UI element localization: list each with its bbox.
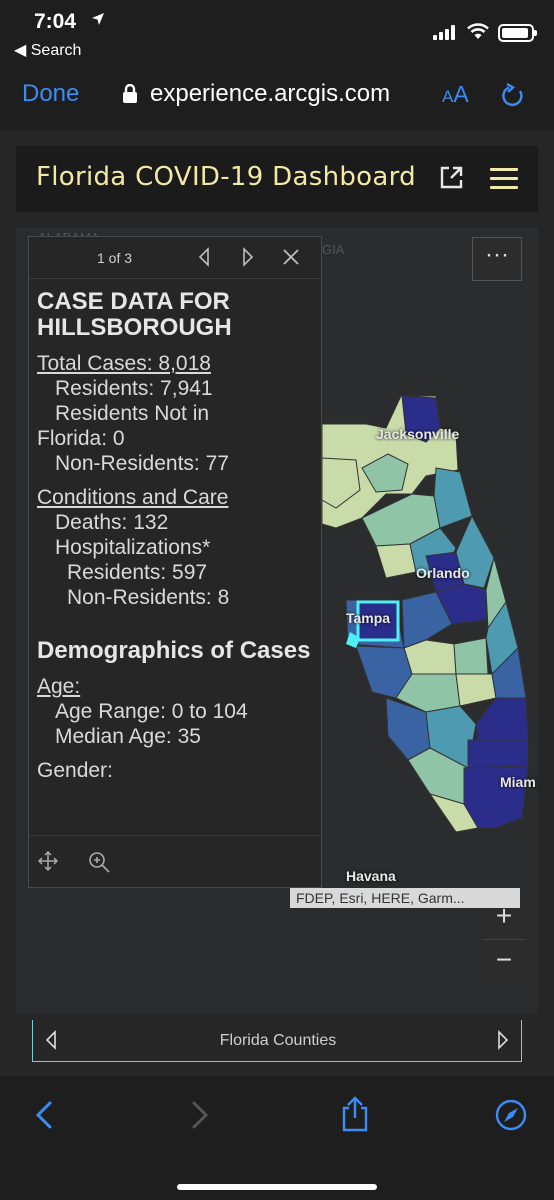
residents-not-in: Residents Not in [55, 402, 210, 425]
compass-icon[interactable] [494, 1098, 528, 1137]
age-heading: Age: [37, 675, 81, 698]
hosp-non-residents: Non-Residents: 8 [67, 586, 230, 609]
previous-feature-icon[interactable] [197, 247, 211, 272]
share-icon[interactable] [340, 1096, 370, 1137]
close-icon[interactable] [281, 247, 301, 272]
more-options-button[interactable]: ··· [472, 237, 522, 281]
gender-heading: Gender: [37, 759, 113, 782]
city-label-havana: Havana [346, 868, 396, 884]
florida-count: Florida: 0 [37, 427, 125, 450]
feature-popup: 1 of 3 CASE DATA FOR HILLSBOROUGH Total … [28, 236, 322, 888]
status-bar: 7:04 ◀ Search [0, 0, 554, 66]
back-icon[interactable] [34, 1100, 54, 1135]
median-age: Median Age: 35 [55, 725, 201, 748]
city-label-orlando: Orlando [416, 565, 470, 581]
city-label-jacksonville: Jacksonville [376, 426, 460, 442]
location-arrow-icon [91, 12, 105, 31]
popup-footer [29, 835, 321, 887]
dashboard-title: Florida COVID-19 Dashboard [36, 162, 416, 192]
home-indicator [177, 1184, 377, 1190]
layer-selector-bar[interactable]: Florida Counties [32, 1020, 522, 1062]
residents: Residents: 7,941 [55, 377, 213, 400]
done-button[interactable]: Done [22, 80, 80, 107]
next-layer-icon[interactable] [497, 1030, 509, 1055]
text-size-button[interactable]: AA [442, 81, 469, 108]
menu-icon[interactable] [490, 164, 520, 194]
battery-icon [498, 24, 537, 42]
popup-heading: CASE DATA FOR HILLSBOROUGH [37, 289, 232, 341]
clock: 7:04 [34, 10, 77, 33]
popup-content[interactable]: CASE DATA FOR HILLSBOROUGH Total Cases: … [37, 289, 315, 825]
map-attribution[interactable]: FDEP, Esri, HERE, Garm... [290, 888, 520, 908]
text-size-large-label: A [453, 81, 469, 107]
wifi-icon [466, 22, 490, 45]
total-cases: Total Cases: 8,018 [37, 352, 211, 375]
previous-layer-icon[interactable] [45, 1030, 57, 1055]
back-to-search[interactable]: ◀ Search [14, 42, 82, 59]
url-field[interactable]: experience.arcgis.com [150, 80, 391, 107]
conditions-heading: Conditions and Care [37, 486, 229, 509]
text-size-small-label: A [442, 87, 454, 106]
reload-icon[interactable] [500, 82, 526, 115]
popup-header: 1 of 3 [29, 237, 321, 279]
city-label-miami: Miam [500, 774, 536, 790]
next-feature-icon[interactable] [241, 247, 255, 272]
cellular-signal-icon [433, 24, 459, 40]
hosp-residents: Residents: 597 [67, 561, 208, 584]
map-label-georgia: GIA [322, 242, 345, 257]
zoom-out-button[interactable]: − [482, 940, 526, 984]
open-external-icon[interactable] [438, 165, 464, 196]
deaths: Deaths: 132 [55, 511, 169, 534]
layer-selector: Florida Counties [16, 1016, 538, 1076]
dashboard-page: Florida COVID-19 Dashboard ALABAMA GIA [0, 130, 554, 1076]
age-range: Age Range: 0 to 104 [55, 700, 248, 723]
demographics-heading: Demographics of Cases [37, 637, 311, 664]
forward-icon[interactable] [190, 1100, 210, 1135]
pan-icon[interactable] [37, 850, 59, 877]
lock-icon [122, 83, 138, 109]
non-residents: Non-Residents: 77 [55, 452, 229, 475]
popup-pager: 1 of 3 [97, 250, 133, 266]
city-label-tampa: Tampa [346, 610, 391, 626]
zoom-to-icon[interactable] [87, 850, 111, 879]
browser-toolbar [0, 1076, 554, 1200]
browser-nav-bar: Done experience.arcgis.com AA [0, 66, 554, 130]
hospitalizations: Hospitalizations* [55, 536, 211, 559]
dashboard-header: Florida COVID-19 Dashboard [16, 146, 538, 212]
layer-name: Florida Counties [219, 1032, 337, 1049]
map-view[interactable]: ALABAMA GIA [16, 228, 538, 1014]
